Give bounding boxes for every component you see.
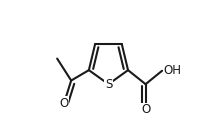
Text: OH: OH bbox=[163, 64, 181, 77]
Text: S: S bbox=[105, 78, 112, 91]
Text: O: O bbox=[141, 103, 150, 116]
Text: O: O bbox=[59, 97, 68, 110]
